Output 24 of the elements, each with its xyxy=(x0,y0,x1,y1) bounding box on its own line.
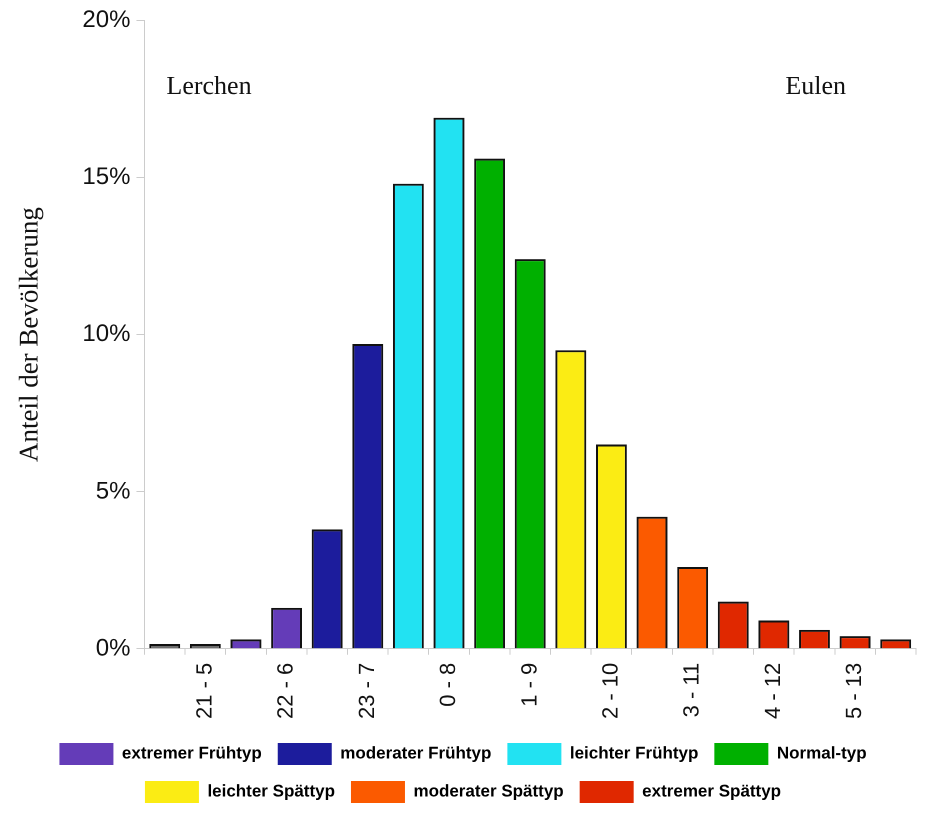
annotation: Lerchen xyxy=(166,71,252,100)
y-axis-title: Anteil der Bevölkerung xyxy=(13,207,44,462)
x-tick-label: 2 - 10 xyxy=(597,662,622,720)
legend-label: extremer Spättyp xyxy=(642,782,782,801)
x-tick-label: 0 - 8 xyxy=(435,662,460,707)
y-tick-label: 15% xyxy=(82,163,130,190)
legend-label: moderater Spättyp xyxy=(413,782,564,801)
x-tick-label: 4 - 12 xyxy=(760,662,785,720)
x-tick-label: 22 - 6 xyxy=(272,662,298,720)
annotation: Eulen xyxy=(785,71,846,100)
legend-label: leichter Spättyp xyxy=(207,782,335,801)
x-tick-label: 5 - 13 xyxy=(841,662,866,720)
legend-label: moderater Frühtyp xyxy=(340,744,492,763)
y-tick-label: 0% xyxy=(96,634,130,662)
y-tick-label: 5% xyxy=(96,477,130,504)
x-tick-label: 3 - 11 xyxy=(678,662,704,718)
x-tick-label: 1 - 9 xyxy=(516,662,542,707)
x-tick-label: 23 - 7 xyxy=(354,662,379,720)
y-tick-label: 20% xyxy=(82,6,130,34)
y-tick-label: 10% xyxy=(82,320,130,348)
legend-label: extremer Frühtyp xyxy=(122,744,262,763)
legend-label: leichter Frühtyp xyxy=(570,744,698,763)
legend-label: Normal-typ xyxy=(776,744,867,763)
x-tick-label: 21 - 5 xyxy=(191,662,216,720)
